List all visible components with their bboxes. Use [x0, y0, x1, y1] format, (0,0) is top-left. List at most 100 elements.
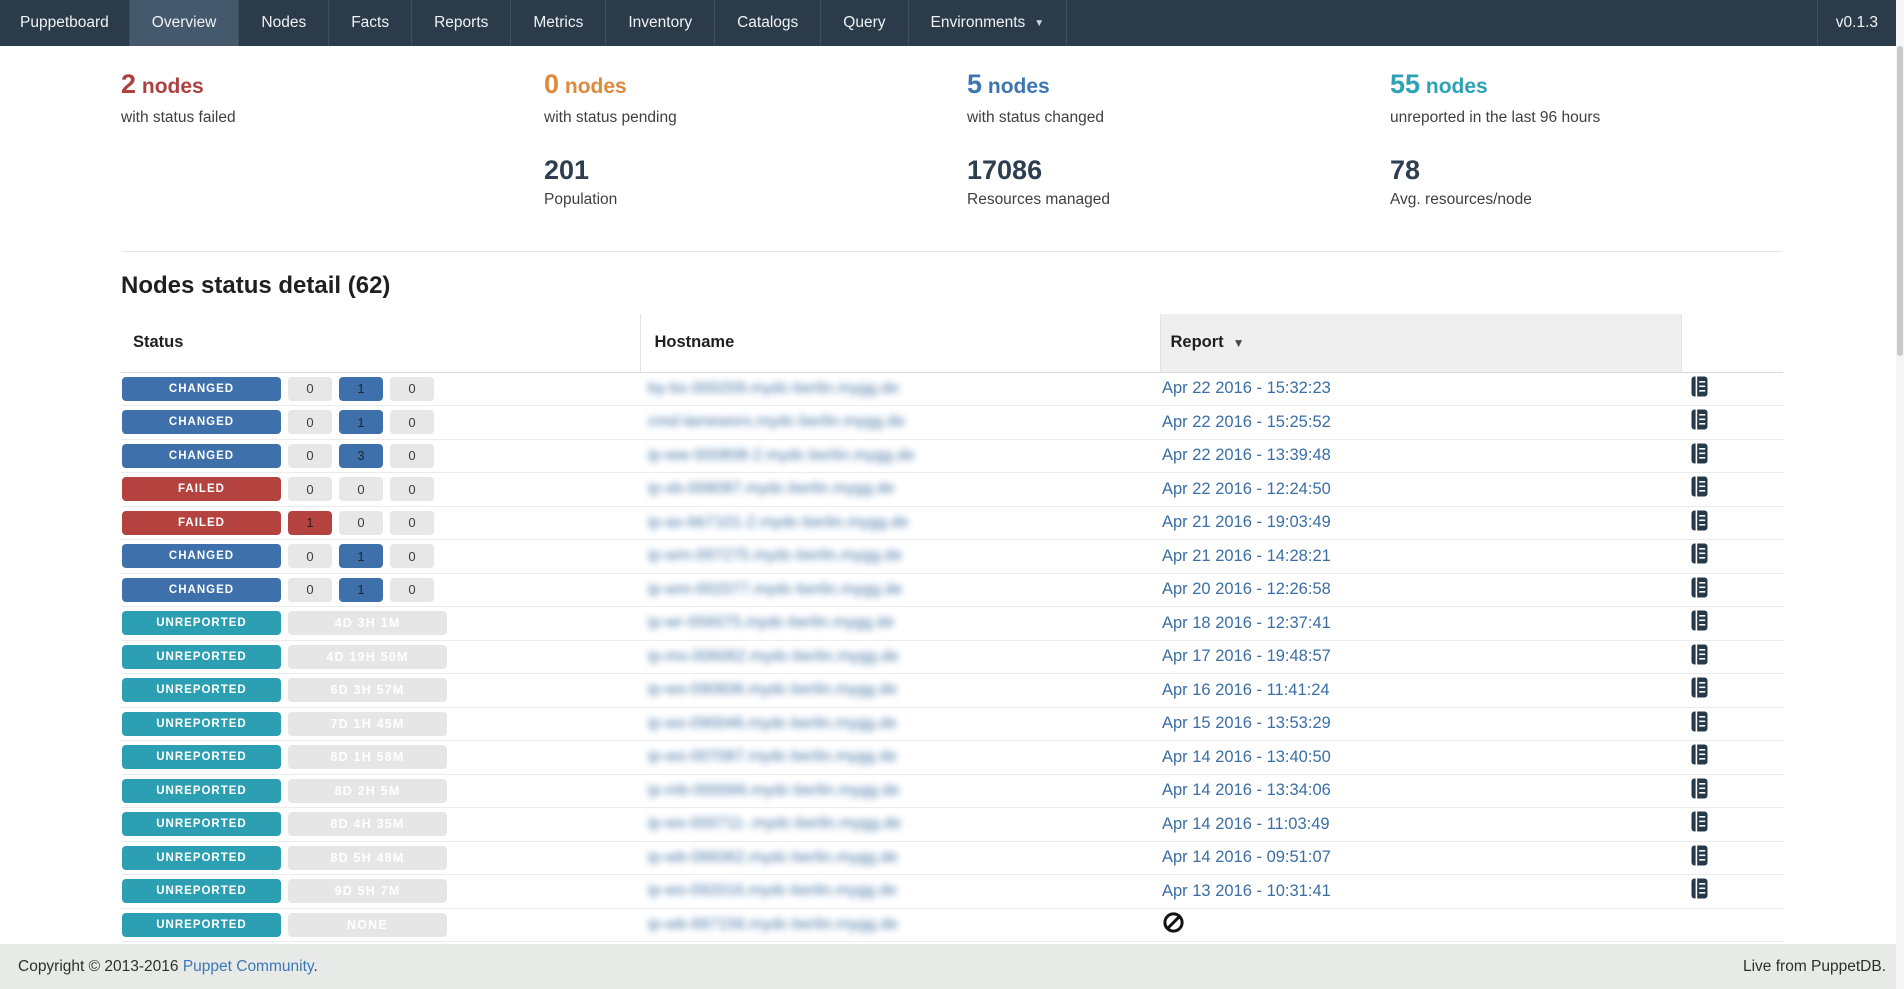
report-book-icon[interactable]: [1691, 811, 1708, 832]
hostname-link[interactable]: ip-wb-667156.mydc-berlin.mygg.de: [648, 915, 898, 933]
scrollbar[interactable]: [1896, 0, 1904, 989]
table-row: UNREPORTED 8D 2H 5M ip-mb-000066.mydc-berl…: [121, 774, 1783, 808]
unreported-duration-chip: 7D 1H 45M: [288, 711, 447, 736]
status-badge-changed: CHANGED: [122, 376, 281, 401]
table-row: CHANGED 0 1 0 cmd-lameworx.mydc-berlin.mygg.…: [121, 405, 1783, 440]
column-header-report[interactable]: Report ▼: [1159, 314, 1682, 373]
report-date-link[interactable]: Apr 22 2016 - 13:39:48: [1162, 446, 1331, 465]
table-row: UNREPORTED 6D 3H 57M ip-ws-090606.mydc-ber…: [121, 673, 1783, 708]
event-count-chip: 1: [339, 410, 383, 435]
nav-item-reports[interactable]: Reports: [411, 0, 510, 46]
sort-caret-down-icon: ▼: [1232, 336, 1245, 351]
report-book-icon[interactable]: [1691, 677, 1708, 698]
report-book-icon[interactable]: [1691, 845, 1708, 866]
column-header-actions: [1681, 314, 1783, 373]
report-book-icon[interactable]: [1691, 577, 1708, 598]
hostname-link[interactable]: ip-wb-066062.mydc-berlin.mygg.de: [648, 848, 898, 866]
report-date-link[interactable]: Apr 17 2016 - 19:48:57: [1162, 647, 1331, 666]
table-row: CHANGED 0 1 0 by-bx-000209.mydc-berlin.mygg.…: [121, 372, 1783, 406]
nav-item-label: Reports: [434, 14, 489, 31]
stat-number: 0: [544, 69, 560, 99]
hostname-link[interactable]: ip-ww-000808-2.mydc-berlin.mygg.de: [648, 446, 915, 464]
report-book-icon[interactable]: [1691, 476, 1708, 497]
section-title: Nodes status detail (62): [121, 272, 391, 299]
table-row: UNREPORTED 4D 19H 50M ip-ms-006062.mydc-be…: [121, 640, 1783, 674]
scrollbar-thumb[interactable]: [1897, 46, 1903, 356]
hostname-link[interactable]: ip-ws-000711-.mydc-berlin.mygg.de: [648, 815, 902, 833]
column-header-hostname[interactable]: Hostname: [639, 314, 1160, 373]
report-book-icon[interactable]: [1691, 510, 1708, 531]
app-brand[interactable]: Puppetboard: [20, 14, 109, 31]
hostname-link[interactable]: by-bx-000209.mydc-berlin.mygg.de: [648, 379, 899, 397]
hostname-link[interactable]: ip-wm-097275.mydc-berlin.mygg.de: [648, 547, 903, 565]
hostname-link[interactable]: ip-wr-056075.mydc-berlin.mygg.de: [648, 614, 895, 632]
nav-item-overview[interactable]: Overview: [128, 0, 239, 46]
stat-unit: nodes: [559, 75, 627, 98]
report-date-link[interactable]: Apr 14 2016 - 13:34:06: [1162, 781, 1331, 800]
column-header-status[interactable]: Status: [121, 314, 640, 373]
nav-item-environments[interactable]: Environments ▼: [907, 0, 1068, 46]
status-cell: UNREPORTED 4D 19H 50M: [122, 644, 640, 669]
hostname-link[interactable]: ip-ax-bb7101-2.mydc-berlin.mygg.de: [648, 513, 909, 531]
report-date-link[interactable]: Apr 14 2016 - 13:40:50: [1162, 747, 1331, 766]
hostname-link[interactable]: ip-mb-000066.mydc-berlin.mygg.de: [648, 781, 900, 799]
hostname-link[interactable]: ip-wm-002077.mydc-berlin.mygg.de: [648, 580, 903, 598]
nav-item-inventory[interactable]: Inventory: [605, 0, 714, 46]
report-book-icon[interactable]: [1691, 409, 1708, 430]
event-count-chip: 1: [339, 577, 383, 602]
report-date-link[interactable]: Apr 21 2016 - 14:28:21: [1162, 546, 1331, 565]
event-count-chip: 0: [288, 577, 332, 602]
report-date-link[interactable]: Apr 20 2016 - 12:26:58: [1162, 580, 1331, 599]
report-date-link[interactable]: Apr 18 2016 - 12:37:41: [1162, 613, 1331, 632]
status-cell: UNREPORTED 8D 4H 35M: [122, 812, 640, 837]
puppet-community-link[interactable]: Puppet Community: [182, 957, 314, 975]
stat-column-with-status-changed: 5 nodes with status changed 17086 Resources…: [967, 68, 1390, 251]
metric-label: Population: [544, 191, 618, 208]
hostname-link[interactable]: ip-ws-007087.mydc-berlin.mygg.de: [648, 748, 897, 766]
nav-item-nodes[interactable]: Nodes: [238, 0, 328, 46]
hostname-link[interactable]: ip-ws-090046.mydc-berlin.mygg.de: [648, 714, 897, 732]
status-badge-unreported: UNREPORTED: [122, 812, 281, 837]
report-date-link[interactable]: Apr 14 2016 - 11:03:49: [1162, 814, 1330, 833]
report-book-icon[interactable]: [1691, 711, 1708, 732]
hostname-link[interactable]: ip-ws-090606.mydc-berlin.mygg.de: [648, 681, 897, 699]
hostname-link[interactable]: ip-ws-092016.mydc-berlin.mygg.de: [648, 882, 897, 900]
report-book-icon[interactable]: [1691, 744, 1708, 765]
hostname-link[interactable]: ip-xb-008087.mydc-berlin.mygg.de: [648, 480, 895, 498]
table-row: FAILED 1 0 0 ip-ax-bb7101-2.mydc-berlin.mygg…: [121, 506, 1783, 540]
report-book-icon[interactable]: [1691, 644, 1708, 665]
report-book-icon[interactable]: [1691, 543, 1708, 564]
hostname-link[interactable]: cmd-lameworx.mydc-berlin.mygg.de: [648, 413, 905, 431]
event-count-chip: 0: [390, 443, 434, 468]
nav-item-metrics[interactable]: Metrics: [510, 0, 605, 46]
report-date-link[interactable]: Apr 13 2016 - 10:31:41: [1162, 881, 1331, 900]
stat-number: 55: [1390, 69, 1421, 99]
report-book-icon[interactable]: [1691, 376, 1708, 397]
nav-item-facts[interactable]: Facts: [328, 0, 411, 46]
stat-count: 55 nodes: [1390, 68, 1783, 103]
nav-item-query[interactable]: Query: [820, 0, 907, 46]
report-date-link[interactable]: Apr 22 2016 - 15:25:52: [1162, 412, 1331, 431]
report-book-icon[interactable]: [1691, 878, 1708, 899]
status-badge-unreported: UNREPORTED: [122, 644, 281, 669]
report-date-link[interactable]: Apr 21 2016 - 19:03:49: [1162, 513, 1331, 532]
unreported-duration-chip: 6D 3H 57M: [288, 678, 447, 703]
page-footer: Copyright © 2013-2016 Puppet Community. …: [0, 944, 1904, 989]
report-book-icon[interactable]: [1691, 443, 1708, 464]
report-date-link[interactable]: Apr 22 2016 - 15:32:23: [1162, 379, 1331, 398]
report-book-icon[interactable]: [1691, 778, 1708, 799]
report-book-icon[interactable]: [1691, 610, 1708, 631]
status-cell: UNREPORTED 4D 3H 1M: [122, 611, 640, 636]
event-count-chip: 0: [288, 443, 332, 468]
status-cell: UNREPORTED 6D 3H 57M: [122, 678, 640, 703]
report-date-link[interactable]: Apr 15 2016 - 13:53:29: [1162, 714, 1331, 733]
status-cell: UNREPORTED 9D 5H 7M: [122, 879, 640, 904]
hostname-link[interactable]: ip-ms-006062.mydc-berlin.mygg.de: [648, 647, 899, 665]
status-badge-failed: FAILED: [122, 510, 281, 535]
report-date-link[interactable]: Apr 14 2016 - 09:51:07: [1162, 848, 1331, 867]
report-date-link[interactable]: Apr 22 2016 - 12:24:50: [1162, 479, 1331, 498]
report-date-link[interactable]: Apr 16 2016 - 11:41:24: [1162, 680, 1330, 699]
nav-item-catalogs[interactable]: Catalogs: [714, 0, 820, 46]
stat-label: unreported in the last 96 hours: [1390, 109, 1601, 126]
status-badge-failed: FAILED: [122, 477, 281, 502]
